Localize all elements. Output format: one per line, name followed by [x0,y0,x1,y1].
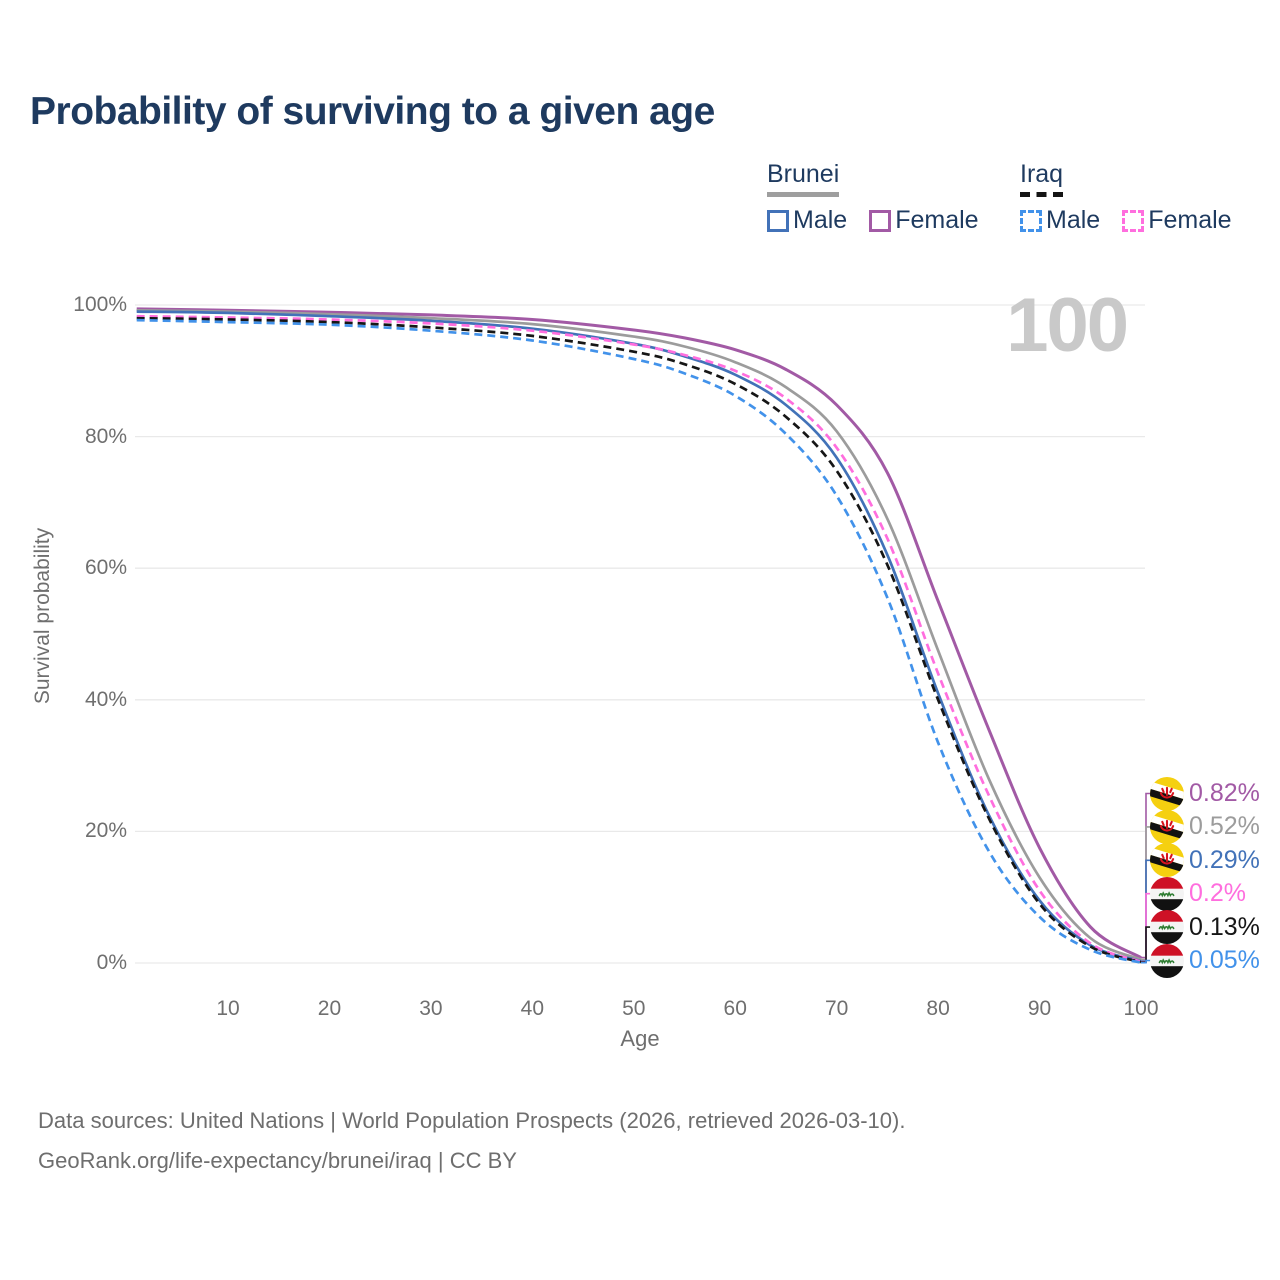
brunei-flag-icon [1150,843,1184,878]
y-tick-label-60: 60% [84,556,127,580]
legend-items-brunei: Male Female [767,206,979,235]
legend-header-iraq: Iraq [1020,160,1064,197]
series-line-brunei-both [136,308,1142,961]
x-tick-label-80: 80 [926,997,950,1020]
x-tick-label-90: 90 [1027,997,1052,1020]
legend-item-label: Female [895,206,979,234]
end-label-iraq-female: 0.2% [1150,876,1246,911]
series-line-iraq-male [136,318,1142,965]
x-tick-label-20: 20 [317,997,342,1020]
legend-swatch-icon [1020,209,1042,232]
y-tick-label-80: 80% [84,424,127,448]
age-watermark: 100 [1006,283,1129,368]
end-label-iraq-both: 0.13% [1150,910,1260,945]
end-value-brunei-both: 0.52% [1189,812,1260,841]
series-line-brunei-female [136,307,1142,959]
end-value-iraq-male: 0.05% [1189,946,1260,974]
legend-item-label: Male [793,206,848,234]
x-tick-label-30: 30 [419,997,443,1020]
legend-item-brunei-female[interactable]: Female [869,206,979,235]
y-tick-label-0: 0% [96,951,127,974]
end-value-iraq-both: 0.13% [1189,912,1260,941]
series-line-brunei-male [136,310,1142,963]
end-label-brunei-female: 0.82% [1150,776,1260,811]
x-tick-label-60: 60 [723,997,747,1020]
footer-data-sources: Data sources: United Nations | World Pop… [38,1108,906,1133]
legend-item-label: Male [1046,206,1101,234]
iraq-flag-icon [1150,943,1184,978]
page-title: Probability of surviving to a given age [30,90,715,133]
legend-swatch-icon [869,209,892,232]
brunei-flag-icon [1150,776,1184,811]
end-value-brunei-male: 0.29% [1189,845,1260,874]
end-label-brunei-both: 0.52% [1150,809,1260,844]
legend-item-iraq-female[interactable]: Female [1122,206,1232,235]
legend-items-iraq: Male Female [1020,206,1232,235]
iraq-flag-icon [1150,910,1184,945]
x-tick-label-50: 50 [622,997,646,1020]
end-value-iraq-female: 0.2% [1189,879,1246,908]
connector-iraq-male [1141,959,1153,964]
legend-group-brunei: Brunei Male Female [767,160,979,234]
footer-attribution: GeoRank.org/life-expectancy/brunei/iraq … [38,1148,517,1173]
x-axis-title: Age [620,1026,660,1051]
end-label-iraq-male: 0.05% [1150,943,1260,978]
series-line-iraq-female [136,314,1142,963]
legend-swatch-icon [767,209,789,232]
end-label-brunei-male: 0.29% [1150,843,1260,878]
x-tick-label-100: 100 [1123,997,1159,1020]
legend-item-label: Female [1148,206,1232,234]
x-tick-label-10: 10 [216,997,240,1020]
end-value-brunei-female: 0.82% [1189,779,1260,807]
x-tick-label-70: 70 [824,997,849,1020]
legend-item-iraq-male[interactable]: Male [1020,206,1100,235]
x-tick-label-40: 40 [520,997,545,1020]
y-tick-label-20: 20% [84,819,127,843]
iraq-flag-icon [1150,876,1184,911]
y-tick-label-40: 40% [84,687,127,711]
legend-swatch-icon [1122,209,1145,232]
y-tick-label-100: 100% [73,293,127,316]
legend-header-brunei: Brunei [767,160,840,197]
brunei-flag-icon [1150,809,1184,844]
legend-group-iraq: Iraq Male Female [1020,160,1232,234]
y-axis-title: Survival probability [31,527,54,705]
series-line-iraq-both [136,316,1142,964]
legend-item-brunei-male[interactable]: Male [767,206,847,235]
